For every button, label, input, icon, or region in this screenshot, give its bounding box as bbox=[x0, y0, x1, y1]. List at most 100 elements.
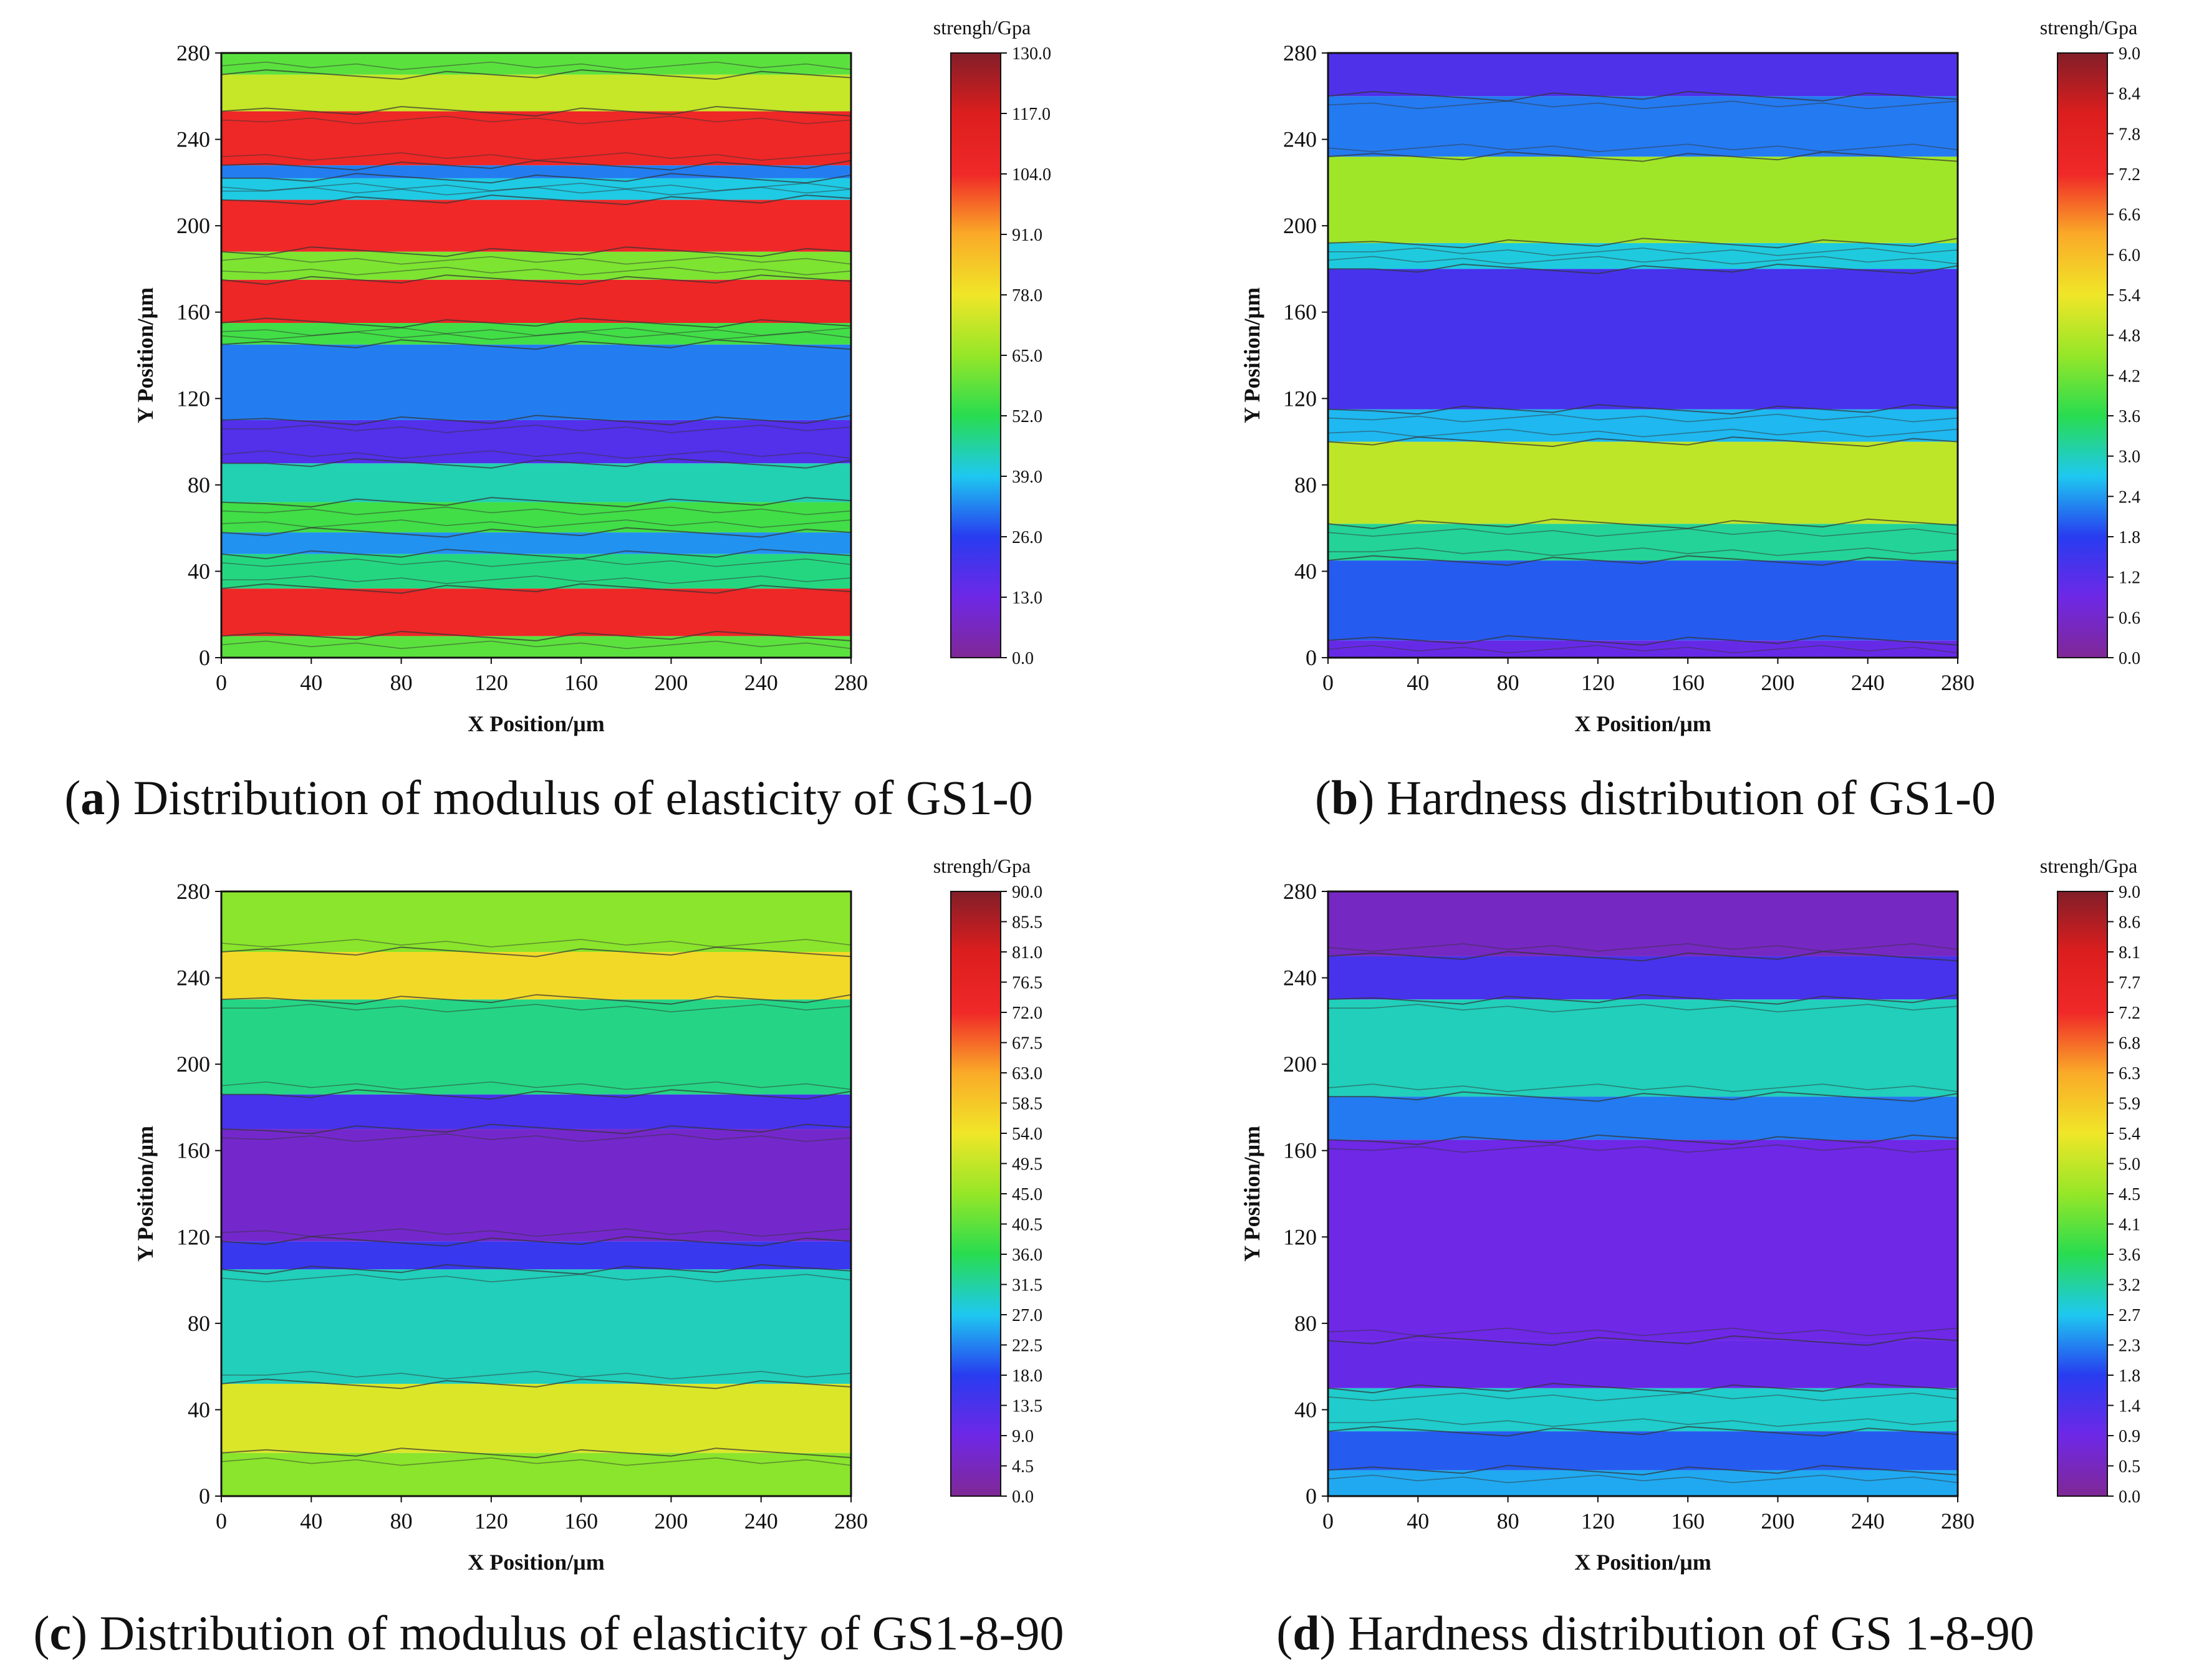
contour-band bbox=[221, 999, 851, 1095]
contour-line bbox=[221, 1447, 851, 1459]
x-tick-label: 40 bbox=[300, 1509, 322, 1534]
colorbar-tick-label: 81.0 bbox=[1012, 943, 1042, 962]
contour-line bbox=[1328, 90, 1958, 102]
x-tick-label: 200 bbox=[654, 1509, 688, 1534]
contour-line bbox=[1328, 528, 1958, 537]
contour-line bbox=[221, 274, 851, 286]
colorbar-tick-label: 4.1 bbox=[2119, 1216, 2140, 1235]
y-tick-label: 160 bbox=[1283, 300, 1317, 325]
colorbar bbox=[950, 891, 1001, 1497]
plot-area-c bbox=[221, 891, 851, 1496]
colorbar-tick-label: 0.0 bbox=[2119, 1487, 2140, 1507]
caption-letter-b: b bbox=[1331, 770, 1359, 825]
colorbar-tick-label: 2.7 bbox=[2119, 1306, 2140, 1325]
colorbar-tick-label: 8.6 bbox=[2119, 913, 2140, 933]
colorbar-tick-label: 90.0 bbox=[1012, 883, 1042, 902]
x-tick-label: 120 bbox=[474, 1509, 508, 1534]
colorbar-tick-label: 3.6 bbox=[2119, 407, 2140, 426]
y-tick-label: 0 bbox=[199, 645, 210, 670]
contour-line bbox=[221, 640, 851, 650]
contour-line bbox=[1328, 1335, 1958, 1346]
colorbar-tick-label: 31.5 bbox=[1012, 1276, 1042, 1295]
contour-line bbox=[221, 266, 851, 276]
colorbar-tick-label: 6.3 bbox=[2119, 1064, 2140, 1083]
colorbar-tick-label: 22.5 bbox=[1012, 1337, 1042, 1356]
panel-d: 0 40 80 120 160 200 240 280 0 40 80 120 160 200 240 280… bbox=[1107, 838, 2204, 1680]
colorbar-tick-label: 6.6 bbox=[2119, 206, 2140, 225]
contour-line bbox=[1328, 143, 1958, 153]
colorbar-tick-label: 3.6 bbox=[2119, 1246, 2140, 1265]
caption-text-b: Hardness distribution of GS1-0 bbox=[1386, 770, 1996, 825]
contour-line bbox=[221, 246, 851, 257]
x-tick-label: 240 bbox=[744, 1509, 778, 1534]
x-tick-label: 120 bbox=[474, 670, 508, 695]
contour-line bbox=[221, 549, 851, 560]
contour-band bbox=[221, 463, 851, 502]
contour-line bbox=[221, 527, 851, 538]
colorbar-title: strengh/Gpa bbox=[933, 855, 1031, 877]
contour-band bbox=[1328, 53, 1958, 97]
contour-line bbox=[221, 425, 851, 433]
contour-band bbox=[221, 178, 851, 200]
colorbar-tick-label: 49.5 bbox=[1012, 1155, 1042, 1174]
x-tick-label: 40 bbox=[1407, 670, 1429, 695]
y-tick-label: 120 bbox=[1283, 1224, 1317, 1249]
caption-letter-d: d bbox=[1292, 1606, 1320, 1660]
colorbar bbox=[2057, 52, 2108, 658]
x-tick-label: 0 bbox=[216, 1509, 227, 1534]
contour-line bbox=[1328, 555, 1958, 566]
contour-line bbox=[1328, 238, 1958, 249]
y-tick-label: 0 bbox=[1306, 1484, 1317, 1509]
y-tick-label: 0 bbox=[1306, 645, 1317, 670]
x-tick-label: 280 bbox=[1941, 670, 1975, 695]
contour-line bbox=[1328, 404, 1958, 415]
colorbar-tick-label: 1.8 bbox=[2119, 528, 2140, 547]
contour-band bbox=[221, 111, 851, 166]
colorbar bbox=[950, 52, 1001, 658]
colorbar-tick-label: 91.0 bbox=[1012, 226, 1042, 245]
contour-band bbox=[221, 1383, 851, 1453]
contour-line bbox=[221, 994, 851, 1005]
colorbar-tick-label: 63.0 bbox=[1012, 1064, 1042, 1083]
contour-band bbox=[221, 251, 851, 280]
contour-band bbox=[1328, 1340, 1958, 1388]
colorbar-tick-label: 130.0 bbox=[1012, 44, 1051, 64]
contour-line bbox=[1328, 1144, 1958, 1153]
x-tick-label: 80 bbox=[1497, 1509, 1519, 1534]
colorbar-tick-label: 7.2 bbox=[2119, 1004, 2140, 1023]
contour-line bbox=[1328, 547, 1958, 556]
contour-band bbox=[1328, 640, 1958, 658]
x-tick-label: 0 bbox=[1322, 1509, 1334, 1534]
y-tick-label: 120 bbox=[1283, 386, 1317, 411]
contour-line bbox=[221, 1371, 851, 1380]
y-tick-label: 240 bbox=[1283, 966, 1317, 991]
y-tick-label: 80 bbox=[1294, 473, 1317, 497]
contour-line bbox=[221, 152, 851, 161]
colorbar-tick-label: 40.5 bbox=[1012, 1216, 1042, 1235]
colorbar-tick-label: 45.0 bbox=[1012, 1185, 1042, 1204]
contour-line bbox=[1328, 263, 1958, 274]
contour-line bbox=[1328, 1474, 1958, 1484]
contour-band bbox=[1328, 560, 1958, 641]
contour-line bbox=[1328, 247, 1958, 256]
y-tick-label: 200 bbox=[1283, 1052, 1317, 1077]
contour-line bbox=[1328, 635, 1958, 646]
panel-b: 0 40 80 120 160 200 240 280 0 40 80 120 160 200 240 280… bbox=[1107, 0, 2204, 838]
contour-line bbox=[1328, 1134, 1958, 1145]
contour-line bbox=[221, 415, 851, 426]
contour-band bbox=[1328, 156, 1958, 243]
colorbar-tick-label: 6.0 bbox=[2119, 246, 2140, 265]
contour-line bbox=[1328, 100, 1958, 110]
contour-band bbox=[1328, 1140, 1958, 1341]
contour-band bbox=[221, 279, 851, 324]
contour-line bbox=[1328, 1083, 1958, 1092]
x-tick-label: 240 bbox=[1851, 1509, 1885, 1534]
y-tick-label: 80 bbox=[1294, 1311, 1317, 1336]
contour-line bbox=[221, 630, 851, 641]
colorbar-tick-label: 5.4 bbox=[2119, 1125, 2140, 1144]
y-tick-label: 160 bbox=[176, 1138, 210, 1163]
contour-line bbox=[221, 1081, 851, 1090]
contour-band bbox=[221, 1241, 851, 1270]
x-tick-label: 240 bbox=[1851, 670, 1885, 695]
y-tick-label: 80 bbox=[188, 1311, 210, 1336]
